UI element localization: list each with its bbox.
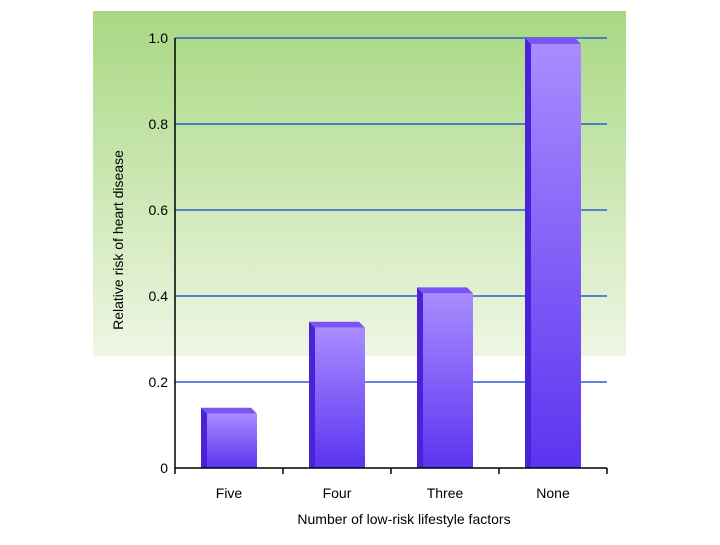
y-tick-label: 0.6 xyxy=(149,202,169,218)
y-tick-label: 0.8 xyxy=(149,116,169,132)
bar-front-face xyxy=(315,327,365,468)
bar-front-face xyxy=(207,413,257,468)
bar-top-face xyxy=(201,407,257,414)
bar xyxy=(417,287,473,468)
x-tick-label: Three xyxy=(427,485,464,501)
bar-top-face xyxy=(525,38,581,44)
bar-top-face xyxy=(417,287,473,294)
x-tick-label: Five xyxy=(216,485,243,501)
y-tick-label: 1.0 xyxy=(149,30,169,46)
y-tick-label: 0.4 xyxy=(149,288,169,304)
bar-top-face xyxy=(309,321,365,328)
bar-front-face xyxy=(531,44,581,468)
bar xyxy=(201,407,257,468)
bar xyxy=(309,321,365,468)
x-tick-label: None xyxy=(536,485,570,501)
x-axis-label: Number of low-risk lifestyle factors xyxy=(297,511,510,527)
bar-side-face xyxy=(417,287,423,468)
bar-side-face xyxy=(309,321,315,468)
bar-side-face xyxy=(525,38,531,468)
bars xyxy=(201,38,581,468)
x-tick-labels: Five Four Three None xyxy=(216,485,570,501)
y-tick-label: 0.2 xyxy=(149,374,169,390)
x-tick-label: Four xyxy=(323,485,352,501)
y-tick-labels: 0 0.2 0.4 0.6 0.8 1.0 xyxy=(149,30,169,476)
bar-side-face xyxy=(201,407,207,468)
bar-front-face xyxy=(423,293,473,468)
bar xyxy=(525,38,581,468)
axes xyxy=(174,38,608,474)
y-tick-label: 0 xyxy=(160,460,168,476)
y-axis-label: Relative risk of heart disease xyxy=(110,150,126,330)
